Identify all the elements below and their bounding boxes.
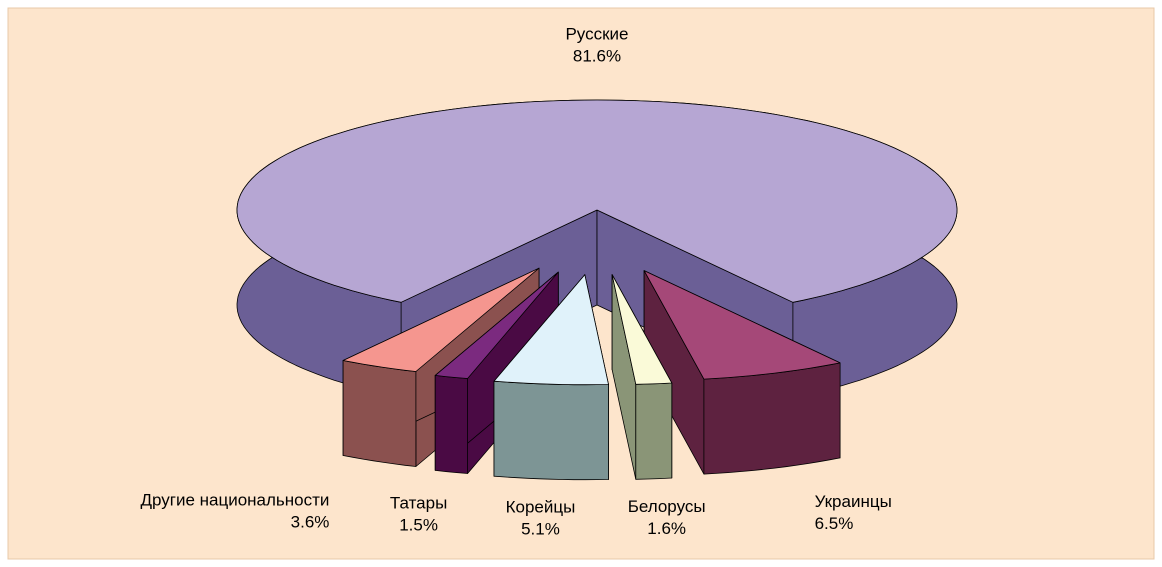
slice-label: Украинцы [815,492,892,511]
slice-label: Татары [390,494,447,513]
slice-value-label: 81.6% [573,46,621,65]
slice [434,271,559,379]
slice-outer-side [635,382,673,480]
slice-value-label: 6.5% [815,514,854,533]
slice-outer-side [434,375,468,474]
slice [236,99,958,303]
slice-value-label: 1.6% [647,519,686,538]
slice [611,274,673,385]
slice [493,274,609,386]
slice-value-label: 5.1% [521,520,560,539]
slice-label: Белорусы [628,497,706,516]
slice-label: Корейцы [506,498,576,517]
slice-value-label: 3.6% [291,513,330,532]
slice-outer-side [493,380,609,481]
slice-value-label: 1.5% [399,516,438,535]
slice [342,267,540,372]
slice-label: Другие национальности [140,491,329,510]
slice-outer-side [342,360,417,467]
slice-outer-side [703,362,841,475]
slice [643,270,841,380]
slice-label: Русские [565,24,628,43]
